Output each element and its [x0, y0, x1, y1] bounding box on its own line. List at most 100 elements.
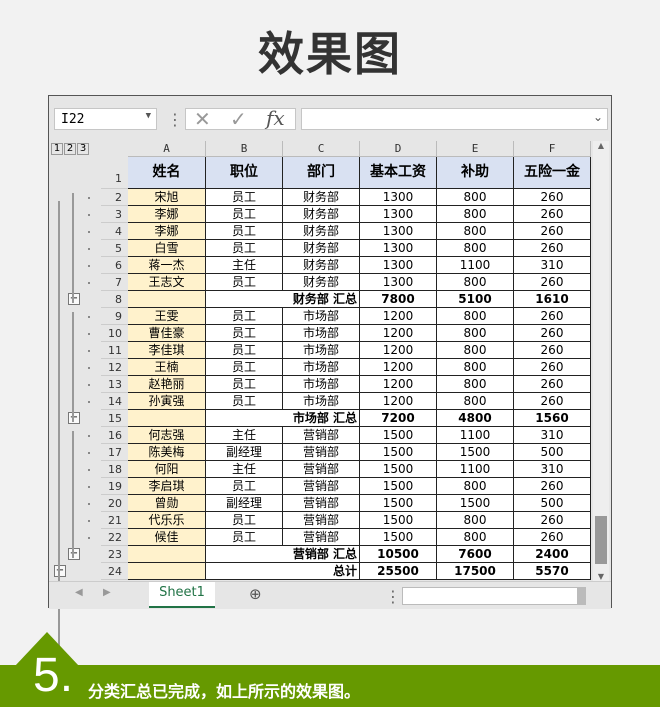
scroll-thumb[interactable] — [595, 516, 607, 564]
table-cell[interactable]: 260 — [514, 240, 591, 257]
table-cell[interactable]: 孙寅强 — [128, 393, 206, 410]
chevron-down-icon[interactable]: ▼ — [145, 111, 151, 121]
table-cell[interactable]: 800 — [437, 274, 514, 291]
subtotal-cell[interactable]: 1560 — [514, 410, 591, 427]
row-header-14[interactable]: 14 — [101, 393, 128, 410]
enter-icon[interactable]: ✓ — [230, 107, 247, 131]
table-cell[interactable]: 1500 — [437, 444, 514, 461]
table-cell[interactable]: 市场部 — [283, 393, 360, 410]
table-cell[interactable]: 员工 — [206, 342, 283, 359]
subtotal-cell[interactable]: 7600 — [437, 546, 514, 563]
prev-sheet-icon[interactable]: ◀ — [75, 587, 83, 598]
table-cell[interactable]: 1100 — [437, 257, 514, 274]
subtotal-cell[interactable] — [206, 291, 283, 308]
table-cell[interactable]: 主任 — [206, 461, 283, 478]
column-header-B[interactable]: B — [206, 141, 283, 157]
row-header-11[interactable]: 11 — [101, 342, 128, 359]
row-header-12[interactable]: 12 — [101, 359, 128, 376]
table-cell[interactable]: 员工 — [206, 478, 283, 495]
table-cell[interactable]: 800 — [437, 393, 514, 410]
add-sheet-icon[interactable]: ⊕ — [249, 585, 262, 603]
table-cell[interactable]: 800 — [437, 206, 514, 223]
table-cell[interactable]: 1500 — [360, 478, 437, 495]
table-cell[interactable]: 财务部 — [283, 223, 360, 240]
subtotal-cell[interactable] — [128, 410, 206, 427]
table-cell[interactable]: 员工 — [206, 274, 283, 291]
header-cell-C[interactable]: 部门 — [283, 157, 360, 189]
table-cell[interactable]: 主任 — [206, 257, 283, 274]
table-cell[interactable]: 营销部 — [283, 427, 360, 444]
row-header-8[interactable]: 8 — [101, 291, 128, 308]
table-cell[interactable]: 财务部 — [283, 240, 360, 257]
table-cell[interactable]: 310 — [514, 257, 591, 274]
table-cell[interactable]: 800 — [437, 240, 514, 257]
table-cell[interactable]: 800 — [437, 376, 514, 393]
table-cell[interactable]: 500 — [514, 444, 591, 461]
row-header-6[interactable]: 6 — [101, 257, 128, 274]
table-cell[interactable]: 员工 — [206, 189, 283, 206]
table-cell[interactable]: 市场部 — [283, 308, 360, 325]
subtotal-cell[interactable]: 25500 — [360, 563, 437, 580]
row-header-13[interactable]: 13 — [101, 376, 128, 393]
table-cell[interactable]: 王楠 — [128, 359, 206, 376]
table-cell[interactable]: 260 — [514, 206, 591, 223]
outline-level-3-button[interactable]: 3 — [77, 143, 89, 155]
table-cell[interactable]: 1500 — [360, 444, 437, 461]
table-cell[interactable]: 财务部 — [283, 257, 360, 274]
table-cell[interactable]: 1500 — [360, 512, 437, 529]
table-cell[interactable]: 800 — [437, 325, 514, 342]
table-cell[interactable]: 310 — [514, 427, 591, 444]
table-cell[interactable]: 代乐乐 — [128, 512, 206, 529]
table-cell[interactable]: 260 — [514, 308, 591, 325]
outline-level-2-button[interactable]: 2 — [64, 143, 76, 155]
row-header-9[interactable]: 9 — [101, 308, 128, 325]
table-cell[interactable]: 1200 — [360, 359, 437, 376]
table-cell[interactable]: 1200 — [360, 325, 437, 342]
row-header-3[interactable]: 3 — [101, 206, 128, 223]
table-cell[interactable]: 营销部 — [283, 529, 360, 546]
subtotal-cell[interactable]: 10500 — [360, 546, 437, 563]
table-cell[interactable]: 主任 — [206, 427, 283, 444]
row-header-20[interactable]: 20 — [101, 495, 128, 512]
subtotal-cell[interactable] — [206, 410, 283, 427]
table-cell[interactable]: 1300 — [360, 223, 437, 240]
table-cell[interactable]: 800 — [437, 223, 514, 240]
row-header-17[interactable]: 17 — [101, 444, 128, 461]
subtotal-cell[interactable]: 1610 — [514, 291, 591, 308]
collapse-group-button[interactable]: − — [68, 548, 80, 560]
row-header-22[interactable]: 22 — [101, 529, 128, 546]
subtotal-cell[interactable] — [128, 563, 206, 580]
subtotal-cell[interactable]: 总计 — [283, 563, 360, 580]
table-cell[interactable]: 800 — [437, 359, 514, 376]
table-cell[interactable]: 陈美梅 — [128, 444, 206, 461]
next-sheet-icon[interactable]: ▶ — [103, 587, 111, 598]
subtotal-cell[interactable] — [206, 546, 283, 563]
row-header-24[interactable]: 24 — [101, 563, 128, 580]
subtotal-cell[interactable]: 财务部 汇总 — [283, 291, 360, 308]
table-cell[interactable]: 曹佳豪 — [128, 325, 206, 342]
table-cell[interactable]: 市场部 — [283, 376, 360, 393]
expand-formula-icon[interactable]: ⌄ — [593, 110, 604, 124]
table-cell[interactable]: 260 — [514, 189, 591, 206]
subtotal-cell[interactable]: 2400 — [514, 546, 591, 563]
table-cell[interactable]: 员工 — [206, 376, 283, 393]
table-cell[interactable]: 1200 — [360, 342, 437, 359]
row-header-4[interactable]: 4 — [101, 223, 128, 240]
table-cell[interactable]: 营销部 — [283, 461, 360, 478]
table-cell[interactable]: 李佳琪 — [128, 342, 206, 359]
row-header-5[interactable]: 5 — [101, 240, 128, 257]
header-cell-B[interactable]: 职位 — [206, 157, 283, 189]
table-cell[interactable]: 1300 — [360, 189, 437, 206]
column-header-E[interactable]: E — [437, 141, 514, 157]
table-cell[interactable]: 员工 — [206, 206, 283, 223]
table-cell[interactable]: 1200 — [360, 393, 437, 410]
table-cell[interactable]: 李娜 — [128, 206, 206, 223]
table-cell[interactable]: 310 — [514, 461, 591, 478]
header-cell-E[interactable]: 补助 — [437, 157, 514, 189]
table-cell[interactable]: 1100 — [437, 461, 514, 478]
collapse-group-button[interactable]: − — [68, 412, 80, 424]
table-cell[interactable]: 1300 — [360, 257, 437, 274]
table-cell[interactable]: 王志文 — [128, 274, 206, 291]
subtotal-cell[interactable]: 5570 — [514, 563, 591, 580]
table-cell[interactable]: 李娜 — [128, 223, 206, 240]
